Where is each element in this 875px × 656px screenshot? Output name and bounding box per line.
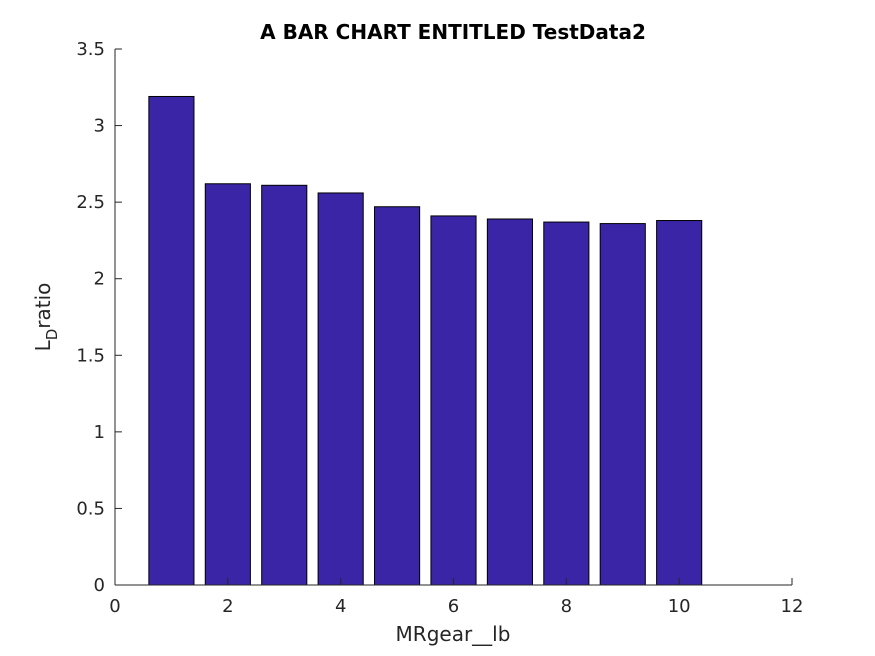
- y-axis-label: LDratio: [31, 283, 61, 352]
- bar-9: [599, 223, 646, 586]
- x-tick-label: 2: [222, 596, 233, 617]
- y-axis-label-main: L: [31, 339, 55, 351]
- x-tick-label: 8: [561, 596, 572, 617]
- bar-1: [148, 95, 195, 586]
- y-tick-label: 0: [94, 575, 105, 596]
- bar-2: [204, 183, 251, 586]
- x-ticks: 0 2 4 6 8 10 12: [109, 578, 803, 617]
- y-axis-label-subscript: D: [43, 329, 61, 341]
- x-tick-label: 12: [781, 596, 804, 617]
- y-ticks: 0 0.5 1 1.5 2 2.5 3 3.5: [76, 39, 122, 596]
- x-tick-label: 0: [109, 596, 120, 617]
- bar-3: [261, 184, 308, 586]
- bar-7: [486, 218, 533, 586]
- y-tick-label: 0.5: [76, 498, 105, 519]
- bar-5: [374, 206, 421, 586]
- bars-group: [148, 95, 703, 586]
- bar-8: [543, 221, 590, 586]
- y-tick-label: 1.5: [76, 345, 105, 366]
- y-tick-label: 2.5: [76, 192, 105, 213]
- y-tick-label: 3.5: [76, 39, 105, 60]
- bar-10: [656, 220, 703, 586]
- bar-6: [430, 215, 477, 586]
- y-tick-label: 3: [94, 116, 105, 137]
- y-tick-label: 2: [94, 269, 105, 290]
- chart-title: A BAR CHART ENTITLED TestData2: [260, 20, 646, 44]
- x-tick-label: 4: [335, 596, 346, 617]
- x-axis-label: MRgear__lb: [396, 622, 511, 646]
- y-tick-label: 1: [94, 422, 105, 443]
- y-axis-label-rest: ratio: [31, 283, 55, 329]
- x-tick-label: 6: [448, 596, 459, 617]
- x-tick-label: 10: [668, 596, 691, 617]
- bar-4: [317, 192, 364, 586]
